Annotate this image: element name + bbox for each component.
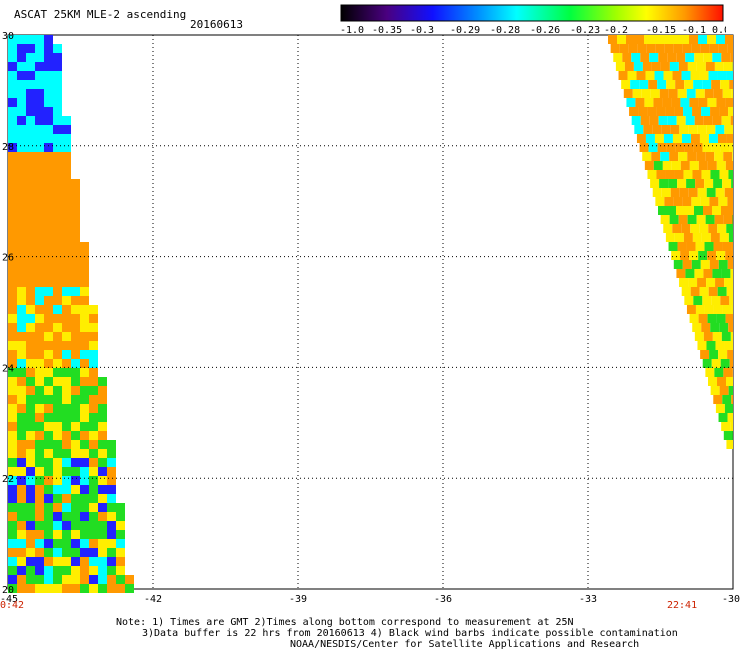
y-tick-label: 26 [2,253,14,264]
y-tick-label: 20 [2,585,14,596]
product-date: 20160613 [190,18,243,31]
y-tick-label: 28 [2,142,14,153]
colorbar-label: -0.28 [490,25,520,36]
x-tick-label: -42 [144,594,162,605]
colorbar-label: -0.26 [530,25,560,36]
x-tick-label: -36 [434,594,452,605]
swath-right [608,35,733,449]
colorbar-label: -0.15 [646,25,676,36]
x-tick-label: -45 [0,594,18,605]
x-tick-label: -33 [579,594,597,605]
colorbar: -1.0 -0.35 -0.3 -0.29 -0.28 -0.26 -0.23 -0.2 -0.… [340,4,726,36]
x-tick-label: -30 [722,594,740,605]
swath-left [8,35,134,593]
time-label-right: 22:41 [667,600,698,611]
credit-line: NOAA/NESDIS/Center for Satellite Applica… [290,639,640,650]
colorbar-label: -0.2 [604,25,628,36]
y-tick-label: 30 [2,31,14,42]
colorbar-label: -0.3 [410,25,434,36]
colorbar-label: -0.1 [682,25,706,36]
note-line-1: Note: 1) Times are GMT 2)Times along bot… [116,617,574,628]
note-line-2: 3)Data buffer is 22 hrs from 20160613 4)… [142,628,678,639]
plot-frame [7,34,734,590]
colorbar-label: 0.0 [712,25,726,36]
colorbar-label: -0.35 [372,25,402,36]
map-plot: 30 28 26 24 22 20 -45 -42 -39 -36 -33 -30 [0,31,740,605]
colorbar-gradient [340,4,724,22]
y-tick-label: 22 [2,474,14,485]
product-title: ASCAT 25KM MLE-2 ascending [14,8,187,21]
time-label-left: 0:42 [0,600,25,611]
colorbar-label: -1.0 [340,25,364,36]
x-tick-label: -39 [289,594,307,605]
colorbar-label: -0.23 [570,25,600,36]
colorbar-label: -0.29 [450,25,480,36]
gridlines [8,35,733,589]
y-tick-label: 24 [2,363,14,374]
